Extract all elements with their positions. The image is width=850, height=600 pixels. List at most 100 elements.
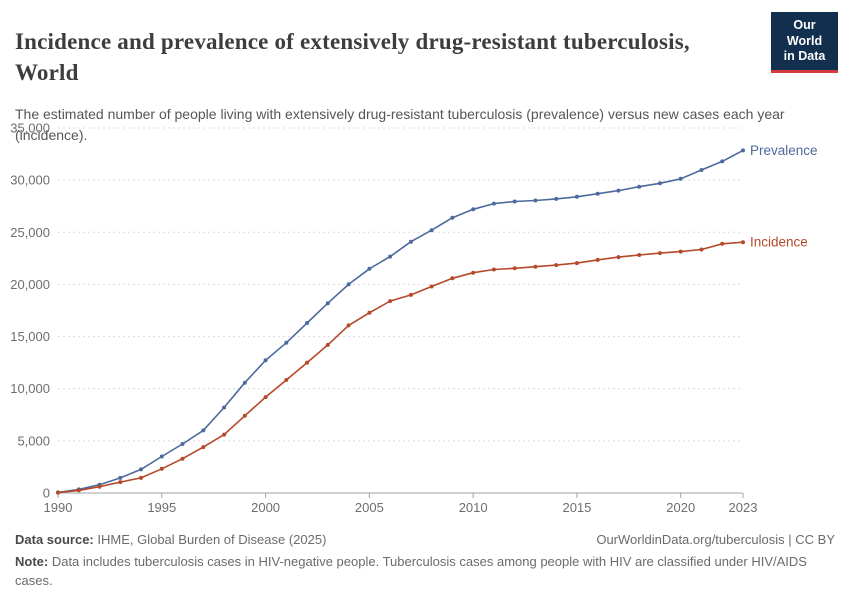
data-point-incidence[interactable] xyxy=(429,284,434,289)
data-point-incidence[interactable] xyxy=(139,475,143,480)
owid-logo-line2: in Data xyxy=(783,49,826,64)
owid-license-link[interactable]: OurWorldinData.org/tuberculosis | CC BY xyxy=(596,532,835,547)
data-point-prevalence[interactable] xyxy=(201,428,206,433)
y-tick-label: 0 xyxy=(43,486,50,501)
data-point-prevalence[interactable] xyxy=(699,168,704,172)
owid-logo[interactable]: Our World in Data xyxy=(771,12,838,73)
data-point-prevalence[interactable] xyxy=(284,340,289,345)
data-point-prevalence[interactable] xyxy=(263,358,268,363)
data-point-prevalence[interactable] xyxy=(741,148,745,153)
data-point-prevalence[interactable] xyxy=(346,282,351,287)
data-point-prevalence[interactable] xyxy=(450,215,455,220)
data-point-incidence[interactable] xyxy=(76,488,81,493)
chart-canvas[interactable]: 0 5,000 10,000 15,000 20,000 25,000 30,000 35,0… xyxy=(0,118,850,530)
data-point-prevalence[interactable] xyxy=(678,176,683,181)
data-point-prevalence[interactable] xyxy=(325,301,330,306)
y-tick-label: 15,000 xyxy=(10,329,50,344)
series-label-incidence[interactable]: Incidence xyxy=(750,235,808,250)
data-source-label: Data source: xyxy=(15,532,94,547)
data-point-incidence[interactable] xyxy=(242,413,247,418)
data-point-prevalence[interactable] xyxy=(658,181,662,186)
data-point-incidence[interactable] xyxy=(720,241,725,246)
x-tick-label: 2010 xyxy=(459,500,488,515)
data-point-incidence[interactable] xyxy=(491,267,496,272)
data-point-prevalence[interactable] xyxy=(554,196,559,201)
data-source: Data source: IHME, Global Burden of Dise… xyxy=(15,531,326,550)
data-point-incidence[interactable] xyxy=(616,255,621,260)
data-point-incidence[interactable] xyxy=(388,299,393,304)
data-point-prevalence[interactable] xyxy=(512,199,517,204)
data-point-prevalence[interactable] xyxy=(222,405,227,410)
data-point-incidence[interactable] xyxy=(658,251,662,256)
data-point-prevalence[interactable] xyxy=(367,266,372,271)
x-tick-label: 2000 xyxy=(251,500,280,515)
data-point-prevalence[interactable] xyxy=(388,254,393,259)
data-point-incidence[interactable] xyxy=(118,480,123,485)
data-point-incidence[interactable] xyxy=(533,264,538,269)
chart-footer: Data source: IHME, Global Burden of Dise… xyxy=(15,531,835,591)
footnote-text: Data includes tuberculosis cases in HIV-… xyxy=(15,553,807,588)
data-point-prevalence[interactable] xyxy=(242,380,247,385)
data-point-prevalence[interactable] xyxy=(720,159,725,164)
footnote-label: Note: xyxy=(15,553,49,569)
data-point-incidence[interactable] xyxy=(284,378,289,382)
y-tick-label: 20,000 xyxy=(10,277,50,292)
data-point-incidence[interactable] xyxy=(201,445,206,450)
data-point-prevalence[interactable] xyxy=(616,188,621,193)
data-point-incidence[interactable] xyxy=(159,466,164,471)
x-tick-label: 2015 xyxy=(562,500,591,515)
y-tick-label: 35,000 xyxy=(10,121,50,136)
data-point-prevalence[interactable] xyxy=(118,475,123,480)
y-tick-label: 25,000 xyxy=(10,225,50,240)
y-tick-label: 10,000 xyxy=(10,381,50,396)
data-point-prevalence[interactable] xyxy=(429,228,434,233)
series-label-prevalence[interactable]: Prevalence xyxy=(750,143,818,158)
data-point-incidence[interactable] xyxy=(512,266,517,271)
line-incidence[interactable] xyxy=(57,241,744,494)
data-point-incidence[interactable] xyxy=(450,276,455,281)
line-chart[interactable]: 0 5,000 10,000 15,000 20,000 25,000 30,000 35,0… xyxy=(0,118,850,530)
data-point-incidence[interactable] xyxy=(678,249,683,254)
data-point-prevalence[interactable] xyxy=(491,201,496,206)
data-point-incidence[interactable] xyxy=(263,395,268,400)
data-point-incidence[interactable] xyxy=(346,323,351,328)
x-tick-label: 2023 xyxy=(729,500,758,515)
data-point-incidence[interactable] xyxy=(554,263,559,268)
data-point-prevalence[interactable] xyxy=(305,321,310,325)
data-point-incidence[interactable] xyxy=(699,247,704,252)
data-point-prevalence[interactable] xyxy=(595,191,600,196)
page-title: Incidence and prevalence of extensively … xyxy=(15,29,690,85)
y-tick-label: 5,000 xyxy=(17,433,50,448)
data-point-incidence[interactable] xyxy=(180,456,185,461)
data-point-incidence[interactable] xyxy=(325,342,330,347)
y-tick-label: 30,000 xyxy=(10,173,50,188)
data-point-prevalence[interactable] xyxy=(637,184,642,189)
data-point-incidence[interactable] xyxy=(471,270,476,275)
footnote: Note: Data includes tuberculosis cases i… xyxy=(15,553,810,591)
x-tick-label: 2020 xyxy=(666,500,695,515)
x-tick-label: 1995 xyxy=(147,500,176,515)
data-point-prevalence[interactable] xyxy=(180,442,185,446)
data-point-prevalence[interactable] xyxy=(139,467,143,472)
data-point-incidence[interactable] xyxy=(595,257,600,262)
data-point-prevalence[interactable] xyxy=(533,198,538,203)
data-point-incidence[interactable] xyxy=(741,240,745,245)
x-tick-label: 1990 xyxy=(44,500,73,515)
x-tick-label: 2005 xyxy=(355,500,384,515)
data-point-incidence[interactable] xyxy=(305,360,310,365)
data-point-prevalence[interactable] xyxy=(159,454,164,459)
line-prevalence[interactable] xyxy=(57,149,744,494)
data-point-incidence[interactable] xyxy=(574,261,579,266)
owid-logo-line1: Our World xyxy=(786,18,823,48)
data-point-prevalence[interactable] xyxy=(471,207,476,212)
data-point-incidence[interactable] xyxy=(637,253,642,257)
data-source-text: IHME, Global Burden of Disease (2025) xyxy=(93,532,327,547)
data-point-incidence[interactable] xyxy=(56,490,60,495)
data-point-incidence[interactable] xyxy=(97,484,102,489)
chart-subtitle: The estimated number of people living wi… xyxy=(15,106,785,143)
data-point-prevalence[interactable] xyxy=(408,239,413,244)
data-point-incidence[interactable] xyxy=(367,310,372,315)
data-point-prevalence[interactable] xyxy=(574,194,579,199)
data-point-incidence[interactable] xyxy=(222,432,227,437)
data-point-incidence[interactable] xyxy=(408,292,413,297)
